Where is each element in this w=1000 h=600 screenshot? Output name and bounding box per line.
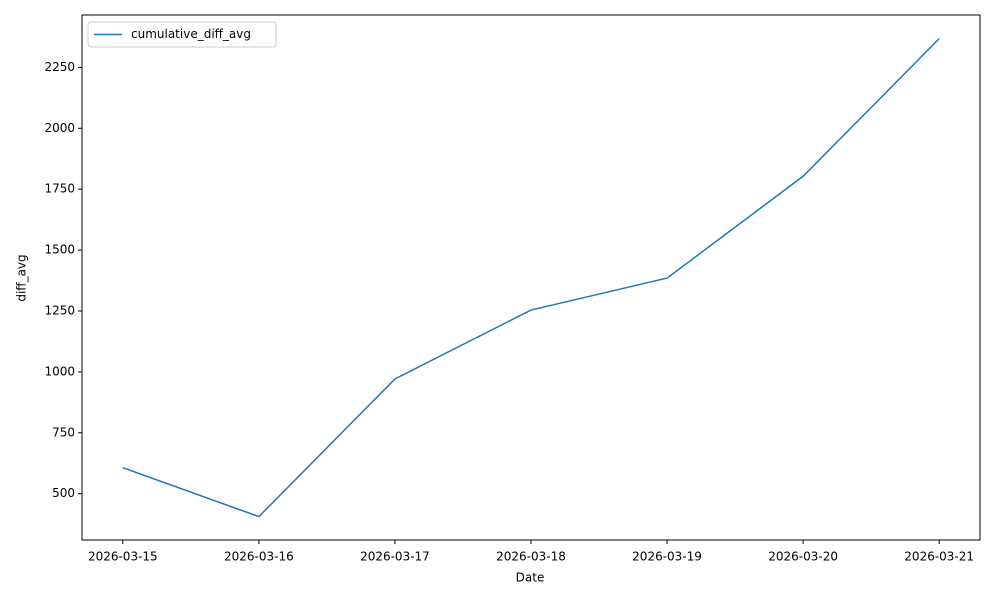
y-axis-label: diff_avg (15, 254, 29, 301)
x-tick-label: 2026-03-17 (360, 550, 430, 564)
y-tick-label: 500 (52, 486, 75, 500)
y-tick-label: 2000 (44, 121, 75, 135)
y-tick-label: 750 (52, 425, 75, 439)
x-tick-label: 2026-03-16 (224, 550, 294, 564)
y-tick-label: 1500 (44, 243, 75, 257)
plot-frame (81, 14, 981, 541)
x-tick-label: 2026-03-18 (496, 550, 566, 564)
x-axis-label: Date (516, 571, 545, 585)
legend-box (87, 21, 277, 48)
y-tick-label: 1750 (44, 182, 75, 196)
x-tick-label: 2026-03-20 (768, 550, 838, 564)
data-line (122, 38, 940, 518)
y-tick-label: 1250 (44, 303, 75, 317)
y-tick-label: 1000 (44, 364, 75, 378)
x-tick-label: 2026-03-15 (88, 550, 158, 564)
x-tick-label: 2026-03-21 (904, 550, 974, 564)
y-tick-label: 2250 (44, 60, 75, 74)
x-tick-label: 2026-03-19 (632, 550, 702, 564)
legend-label: cumulative_diff_avg (131, 27, 251, 41)
